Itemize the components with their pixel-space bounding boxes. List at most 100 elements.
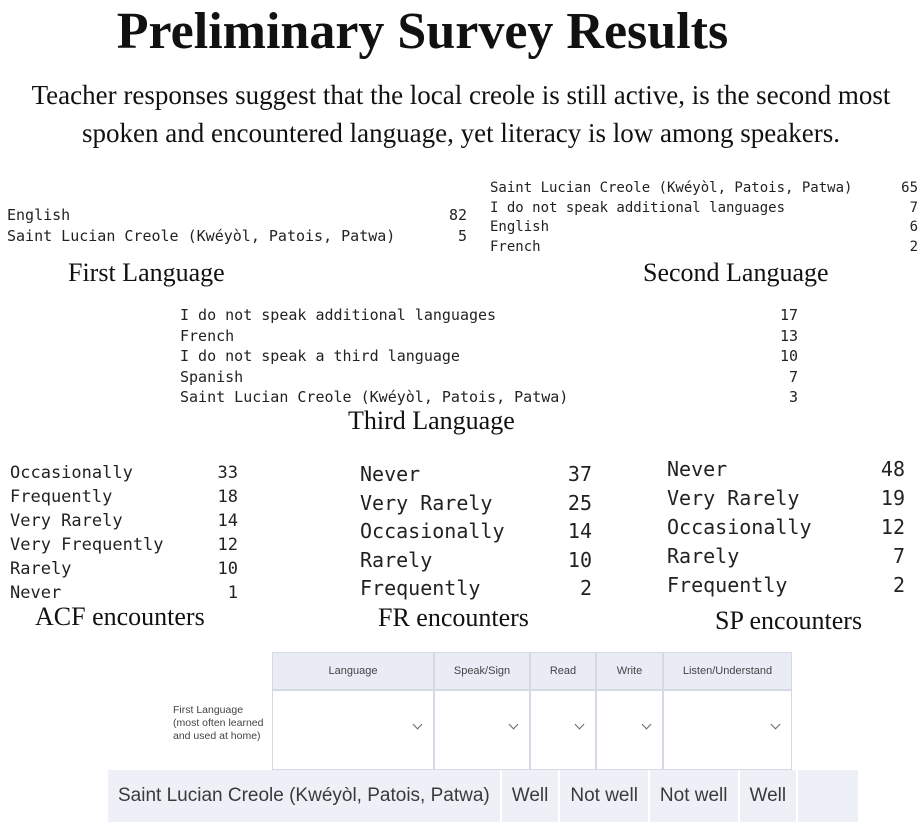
section-label: Second Language [643, 258, 829, 287]
list-row: Saint Lucian Creole (Kwéyòl, Patois, Pat… [490, 179, 918, 199]
response: Spanish [180, 367, 244, 386]
list-row: English 6 [490, 218, 918, 238]
column-header: Listen/Understand [663, 652, 792, 690]
list-row: Very Frequently 12 [10, 533, 238, 557]
count: 82 [448, 206, 467, 224]
response: Rarely [667, 544, 740, 568]
answer-cell: Well [740, 770, 799, 822]
count: 65 [901, 180, 918, 196]
answer-cell: Not well [560, 770, 650, 822]
count: 7 [909, 199, 918, 216]
response: English [490, 219, 550, 235]
response: Occasionally [667, 515, 812, 539]
list-row: Very Rarely 14 [10, 509, 238, 533]
frequency-list: Occasionally 33 Frequently 18 Very Rarely 14 V… [10, 461, 238, 605]
list-row: I do not speak additional languages 7 [490, 199, 918, 219]
list-row: Rarely 7 [667, 542, 905, 571]
response: Frequently [667, 573, 788, 597]
subtitle: spoken and encountered language, yet lit… [82, 118, 840, 148]
response: Very Rarely [667, 486, 800, 510]
list-row: Occasionally 14 [360, 517, 592, 546]
count: 33 [217, 463, 238, 483]
response: Rarely [10, 559, 72, 579]
count: 6 [909, 219, 918, 235]
frequency-list: I do not speak additional languages 17 Fre… [180, 305, 798, 408]
count: 10 [567, 547, 592, 572]
count: 2 [909, 238, 918, 255]
count: 2 [579, 576, 592, 600]
list-row: Very Rarely 25 [360, 489, 592, 518]
response: Saint Lucian Creole (Kwéyòl, Patois, Pat… [180, 388, 569, 406]
count: 48 [880, 457, 905, 481]
response: Very Frequently [10, 535, 164, 555]
answer-cell: Saint Lucian Creole (Kwéyòl, Patois, Pat… [108, 770, 502, 822]
list-row: Never 37 [360, 460, 592, 489]
list-row: Frequently 18 [10, 485, 238, 509]
section-label: FR encounters [378, 603, 529, 632]
list-row: Rarely 10 [360, 546, 592, 575]
column-header: Read [530, 652, 596, 690]
count: 1 [227, 583, 238, 603]
list-row: Frequently 2 [360, 574, 592, 603]
dropdown[interactable] [663, 690, 792, 770]
list-row: Occasionally 33 [10, 461, 238, 485]
list-row: Very Rarely 19 [667, 484, 905, 513]
column-header: Speak/Sign [434, 652, 530, 690]
count: 12 [217, 535, 238, 555]
section-label: First Language [68, 258, 225, 287]
list-row: I do not speak additional languages 17 [180, 305, 798, 326]
chevron-icon [770, 719, 781, 730]
count: 17 [779, 306, 798, 324]
response: Frequently [10, 487, 113, 507]
count: 2 [892, 573, 905, 597]
count: 14 [217, 511, 238, 531]
count: 25 [567, 490, 592, 515]
response: Occasionally [10, 463, 133, 483]
column-header: Language [272, 652, 434, 690]
count: 10 [779, 347, 798, 365]
count: 19 [880, 486, 905, 510]
response: Occasionally [360, 519, 505, 543]
section-label: ACF encounters [35, 602, 205, 631]
response: Very Rarely [10, 511, 123, 531]
list-row: Spanish 7 [180, 367, 798, 388]
count: 12 [880, 515, 905, 539]
dropdown[interactable] [530, 690, 596, 770]
list-row: French 2 [490, 238, 918, 258]
dropdown[interactable] [434, 690, 530, 770]
chevron-icon [574, 719, 585, 730]
list-row: Never 48 [667, 455, 905, 484]
answer-row: Saint Lucian Creole (Kwéyòl, Patois, Pat… [108, 770, 858, 822]
frequency-list: English 82 Saint Lucian Creole (Kwéyòl, Pa… [7, 205, 467, 247]
subtitle: Teacher responses suggest that the local… [31, 80, 891, 110]
response: Very Rarely [360, 490, 493, 515]
section-label: Third Language [348, 406, 515, 435]
chevron-icon [508, 719, 519, 730]
chevron-icon [412, 719, 423, 730]
response: Never [10, 583, 62, 603]
dropdown[interactable] [596, 690, 663, 770]
response: Saint Lucian Creole (Kwéyòl, Patois, Pat… [490, 180, 853, 196]
frequency-list: Saint Lucian Creole (Kwéyòl, Patois, Pat… [490, 179, 918, 257]
count: 37 [567, 462, 592, 486]
response: Saint Lucian Creole (Kwéyòl, Patois, Pat… [7, 227, 396, 245]
section-label: SP encounters [715, 606, 863, 635]
answer-cell: Not well [650, 770, 740, 822]
response: Frequently [360, 576, 481, 600]
frequency-list: Never 37 Very Rarely 25 Occasionally 14 Rarely… [360, 460, 592, 603]
count: 10 [217, 559, 238, 579]
list-row: I do not speak a third language 10 [180, 346, 798, 367]
list-row: Occasionally 12 [667, 513, 905, 542]
dropdown[interactable] [272, 690, 434, 770]
count: 7 [892, 544, 905, 568]
response: French [180, 326, 235, 345]
response: I do not speak a third language [180, 347, 460, 365]
count: 14 [567, 519, 592, 543]
column-header: Write [596, 652, 663, 690]
count: 13 [779, 326, 798, 345]
row-label: First Language (most often learned and u… [173, 704, 264, 742]
list-row: English 82 [7, 205, 467, 226]
chevron-icon [641, 719, 652, 730]
list-row: Frequently 2 [667, 571, 905, 600]
